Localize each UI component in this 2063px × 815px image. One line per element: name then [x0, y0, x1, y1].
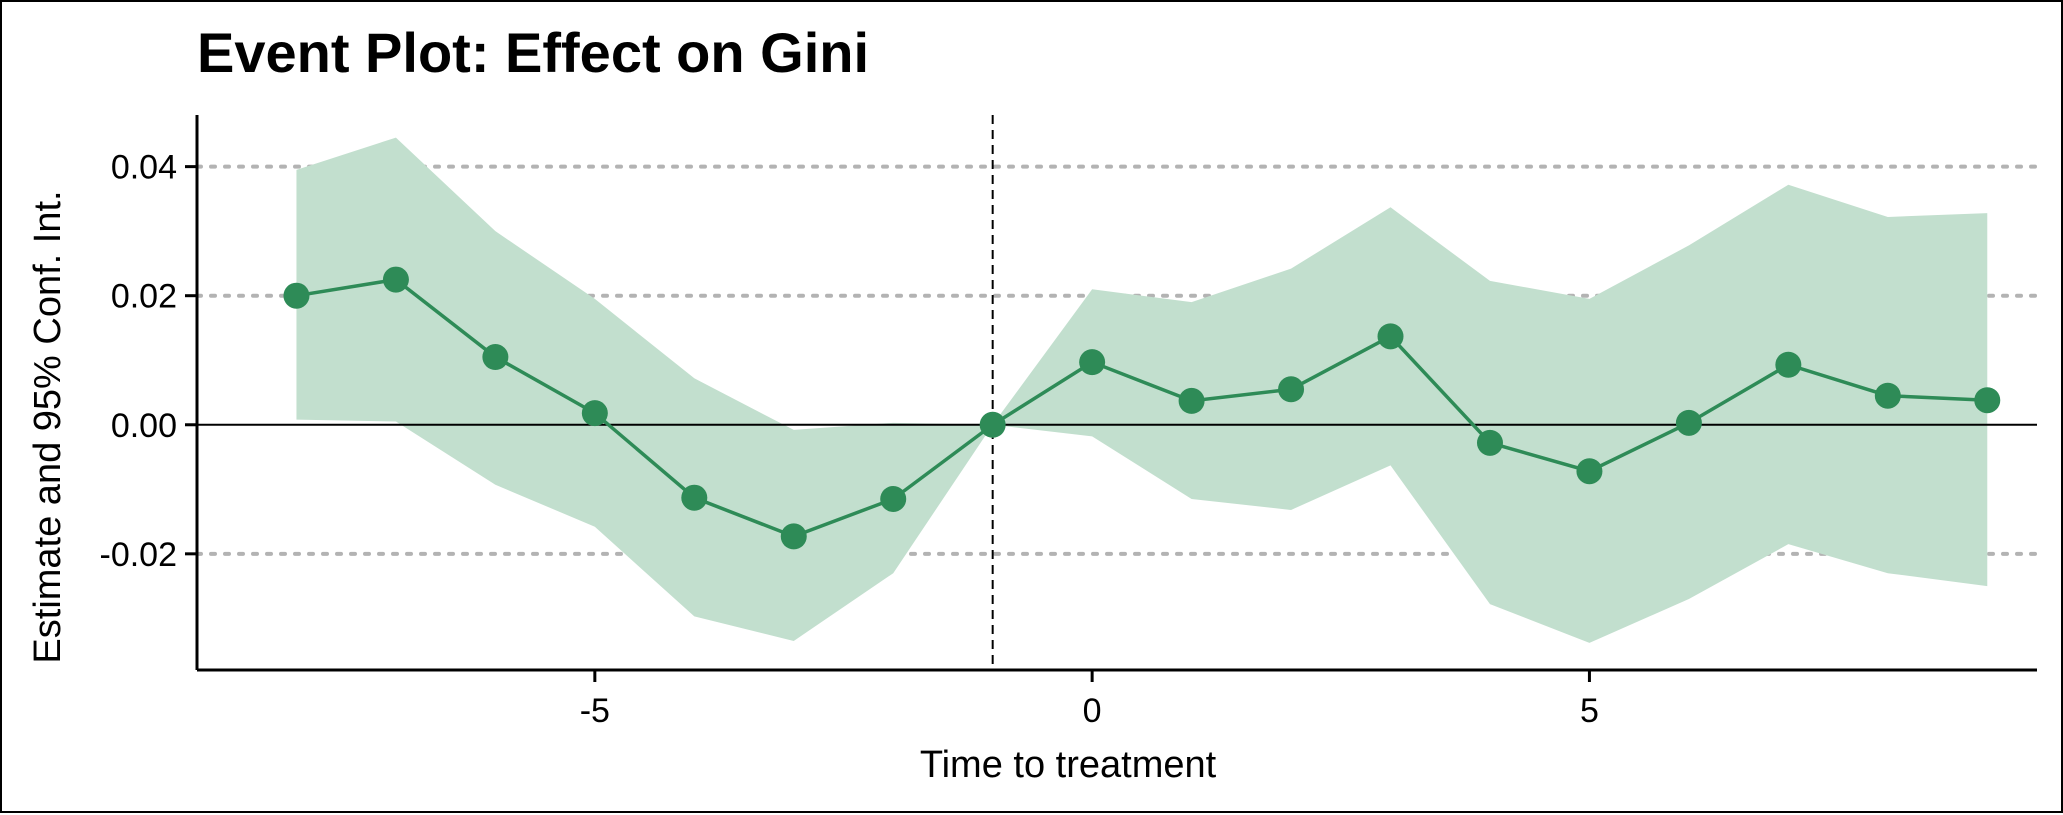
x-tick-label: 0	[1083, 692, 1102, 730]
estimate-point	[1079, 349, 1106, 376]
y-tick-label: -0.02	[100, 536, 178, 574]
estimate-point	[1377, 323, 1404, 350]
estimate-point	[979, 411, 1006, 438]
estimate-point	[581, 400, 608, 427]
estimate-point	[482, 344, 509, 371]
reference-lines	[197, 115, 2037, 670]
estimate-series	[283, 266, 2001, 550]
estimate-point	[1675, 409, 1702, 436]
estimate-point	[1178, 387, 1205, 414]
estimate-point	[880, 485, 907, 512]
y-tick-label: 0.04	[111, 149, 177, 187]
estimate-point	[382, 266, 409, 293]
estimate-point	[780, 523, 807, 550]
estimate-point	[1278, 376, 1305, 403]
chart-title: Event Plot: Effect on Gini	[197, 21, 869, 84]
estimate-line	[296, 277, 1988, 539]
estimate-point	[1974, 387, 2001, 414]
estimate-point	[1576, 458, 1603, 485]
y-tick-label: 0.00	[111, 407, 177, 445]
estimate-point	[283, 282, 310, 309]
y-tick-label: 0.02	[111, 278, 177, 316]
estimate-point	[1775, 351, 1802, 378]
x-tick-label: -5	[580, 692, 610, 730]
axes	[195, 115, 2037, 672]
x-tick-label: 5	[1580, 692, 1599, 730]
x-axis-title: Time to treatment	[920, 744, 1217, 786]
confidence-band	[296, 137, 1988, 643]
estimate-point	[1874, 382, 1901, 409]
estimate-point	[681, 484, 708, 511]
tick-labels: -0.02 0.00 0.02 0.04 -5 0 5	[100, 149, 1599, 730]
y-axis-title: Estimate and 95% Conf. Int.	[27, 190, 69, 663]
estimate-point	[1476, 429, 1503, 456]
confidence-band-area	[296, 137, 1988, 643]
